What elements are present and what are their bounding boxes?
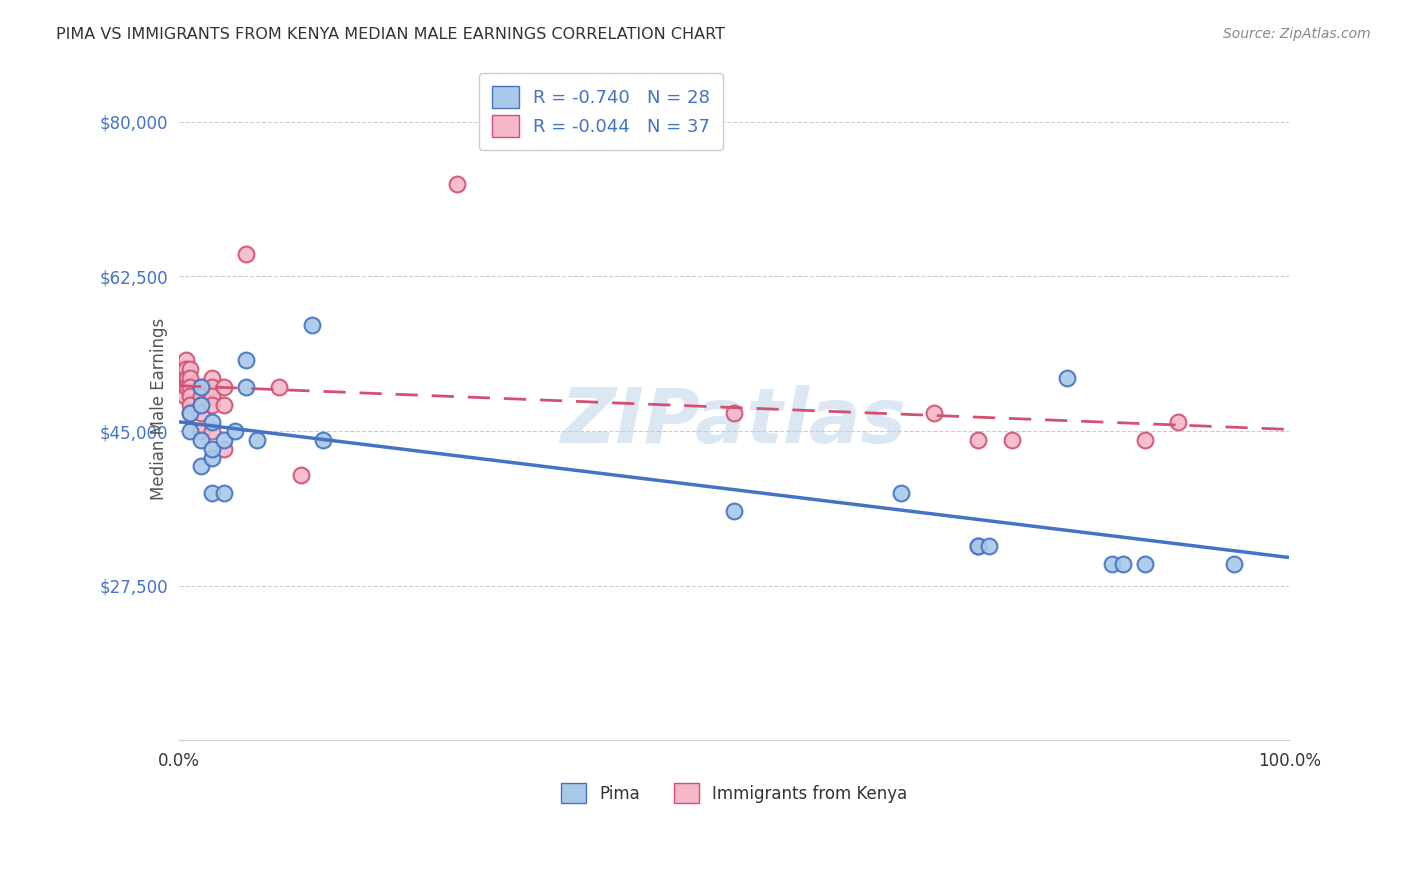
- Point: [201, 389, 224, 403]
- Point: [176, 371, 198, 385]
- Point: [201, 486, 224, 500]
- Point: [201, 380, 224, 394]
- Point: [179, 406, 201, 420]
- Point: [967, 539, 990, 553]
- Point: [301, 318, 323, 332]
- Point: [176, 380, 198, 394]
- Point: [212, 380, 235, 394]
- Point: [979, 539, 1001, 553]
- Point: [967, 433, 990, 447]
- Point: [267, 380, 290, 394]
- Point: [212, 486, 235, 500]
- Point: [173, 389, 195, 403]
- Point: [224, 424, 246, 438]
- Point: [179, 406, 201, 420]
- Point: [1167, 415, 1189, 429]
- Text: Source: ZipAtlas.com: Source: ZipAtlas.com: [1223, 27, 1371, 41]
- Point: [1133, 433, 1156, 447]
- Text: ZIPatlas: ZIPatlas: [561, 385, 907, 459]
- Point: [201, 371, 224, 385]
- Point: [190, 459, 212, 474]
- Point: [1133, 557, 1156, 571]
- Text: PIMA VS IMMIGRANTS FROM KENYA MEDIAN MALE EARNINGS CORRELATION CHART: PIMA VS IMMIGRANTS FROM KENYA MEDIAN MAL…: [56, 27, 725, 42]
- Point: [190, 433, 212, 447]
- Point: [190, 380, 212, 394]
- Point: [246, 433, 269, 447]
- Point: [174, 362, 197, 376]
- Point: [235, 247, 257, 261]
- Point: [174, 353, 197, 368]
- Point: [967, 539, 990, 553]
- Point: [1222, 557, 1244, 571]
- Point: [723, 406, 745, 420]
- Point: [190, 398, 212, 412]
- Point: [312, 433, 335, 447]
- Point: [173, 371, 195, 385]
- Point: [235, 353, 257, 368]
- Point: [173, 380, 195, 394]
- Point: [1111, 557, 1133, 571]
- Point: [190, 389, 212, 403]
- Point: [201, 442, 224, 456]
- Point: [190, 406, 212, 420]
- Point: [179, 398, 201, 412]
- Point: [890, 486, 912, 500]
- Y-axis label: Median Male Earnings: Median Male Earnings: [150, 318, 167, 500]
- Point: [201, 415, 224, 429]
- Point: [290, 468, 312, 483]
- Point: [212, 433, 235, 447]
- Point: [179, 371, 201, 385]
- Point: [179, 380, 201, 394]
- Point: [1056, 371, 1078, 385]
- Point: [190, 380, 212, 394]
- Point: [446, 177, 468, 191]
- Point: [173, 362, 195, 376]
- Point: [179, 362, 201, 376]
- Point: [1101, 557, 1123, 571]
- Point: [190, 424, 212, 438]
- Legend: Pima, Immigrants from Kenya: Pima, Immigrants from Kenya: [553, 775, 915, 812]
- Point: [201, 398, 224, 412]
- Point: [922, 406, 945, 420]
- Point: [212, 398, 235, 412]
- Point: [190, 398, 212, 412]
- Point: [201, 424, 224, 438]
- Point: [1001, 433, 1024, 447]
- Point: [235, 380, 257, 394]
- Point: [179, 389, 201, 403]
- Point: [723, 503, 745, 517]
- Point: [212, 442, 235, 456]
- Point: [179, 424, 201, 438]
- Point: [201, 450, 224, 465]
